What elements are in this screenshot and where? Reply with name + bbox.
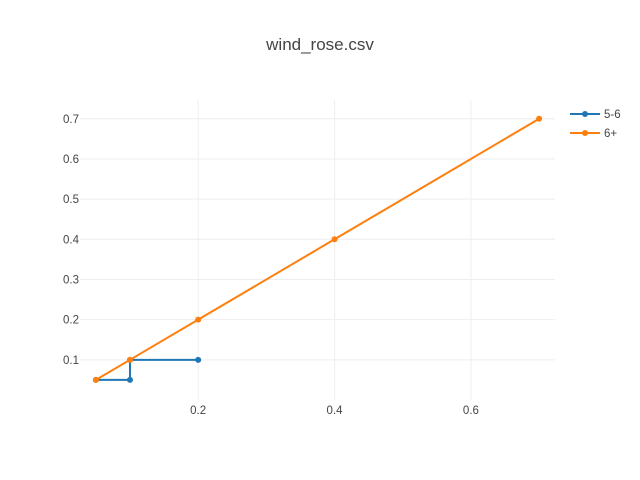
data-point[interactable] xyxy=(536,115,543,122)
plot-area xyxy=(92,115,543,383)
y-tick-label: 0.1 xyxy=(63,355,79,367)
y-tick-label: 0.6 xyxy=(63,154,79,166)
series-line[interactable] xyxy=(95,117,540,381)
data-point[interactable] xyxy=(126,376,133,383)
legend-marker xyxy=(582,130,588,136)
y-tick-label: 0.3 xyxy=(63,274,79,286)
axis-labels: 0.2 0.4 0.6 0.1 0.2 0.3 0.4 0.5 0.6 0.7 xyxy=(63,114,479,417)
series-0[interactable] xyxy=(92,356,202,383)
legend-label: 6+ xyxy=(604,128,617,140)
data-point[interactable] xyxy=(331,236,338,243)
data-point[interactable] xyxy=(195,356,202,363)
y-tick-label: 0.4 xyxy=(63,234,80,246)
legend-marker xyxy=(582,111,588,117)
data-point[interactable] xyxy=(195,316,202,323)
data-point[interactable] xyxy=(92,376,99,383)
data-point[interactable] xyxy=(126,356,133,363)
y-tick-label: 0.2 xyxy=(63,315,79,327)
legend-item[interactable]: 5-6 xyxy=(570,109,621,121)
x-tick-label: 0.6 xyxy=(463,405,479,417)
series-line[interactable] xyxy=(95,358,199,381)
x-tick-label: 0.4 xyxy=(327,405,344,417)
y-tick-label: 0.5 xyxy=(63,194,79,206)
legend[interactable]: 5-6 6+ xyxy=(570,109,621,140)
legend-item[interactable]: 6+ xyxy=(570,128,617,140)
series-1[interactable] xyxy=(92,115,543,383)
chart-title: wind_rose.csv xyxy=(265,35,374,54)
x-tick-label: 0.2 xyxy=(190,405,206,417)
y-tick-label: 0.7 xyxy=(63,114,79,126)
legend-label: 5-6 xyxy=(604,109,621,121)
